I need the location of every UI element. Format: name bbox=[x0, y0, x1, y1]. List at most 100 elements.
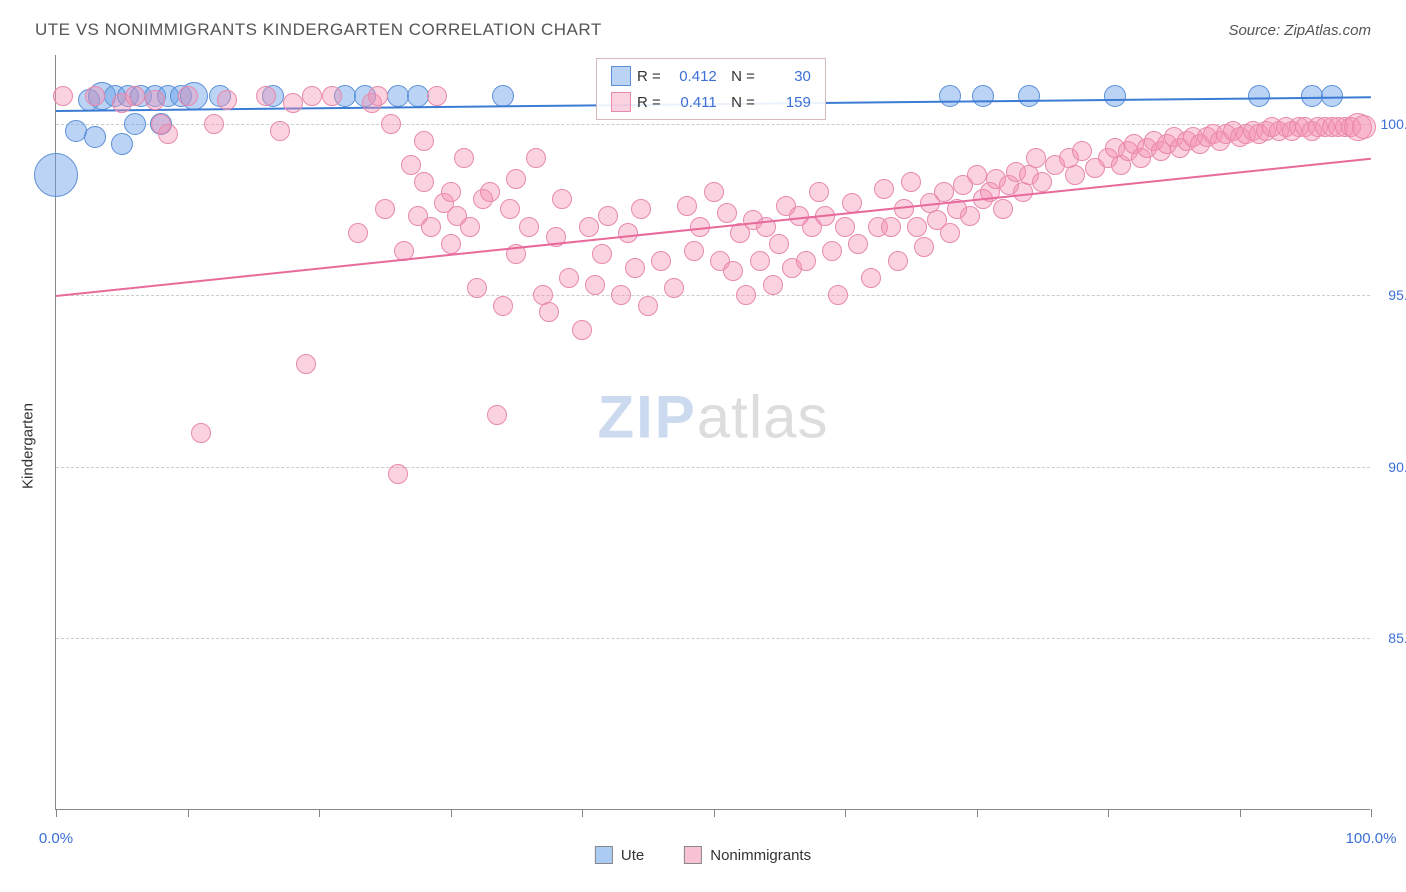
x-tick bbox=[714, 809, 715, 817]
legend-n-label: N = bbox=[723, 94, 755, 111]
scatter-point bbox=[763, 275, 783, 295]
x-tick bbox=[1371, 809, 1372, 817]
scatter-point bbox=[414, 172, 434, 192]
scatter-point bbox=[217, 90, 237, 110]
legend-label: Nonimmigrants bbox=[710, 847, 811, 864]
bottom-legend-item: Nonimmigrants bbox=[684, 846, 811, 864]
scatter-point bbox=[585, 275, 605, 295]
y-axis-title: Kindergarten bbox=[20, 403, 37, 489]
gridline bbox=[56, 638, 1370, 639]
y-tick-label: 95.0% bbox=[1388, 287, 1406, 303]
scatter-point bbox=[441, 182, 461, 202]
scatter-point bbox=[270, 121, 290, 141]
scatter-point bbox=[388, 464, 408, 484]
scatter-point bbox=[796, 251, 816, 271]
scatter-point bbox=[421, 217, 441, 237]
legend-swatch bbox=[684, 846, 702, 864]
scatter-point bbox=[414, 131, 434, 151]
scatter-point bbox=[375, 199, 395, 219]
scatter-point bbox=[572, 320, 592, 340]
scatter-point bbox=[348, 223, 368, 243]
scatter-point bbox=[480, 182, 500, 202]
scatter-point bbox=[939, 85, 961, 107]
stats-legend: R =0.412 N =30R =0.411 N =159 bbox=[596, 58, 826, 120]
scatter-point bbox=[579, 217, 599, 237]
scatter-point bbox=[559, 268, 579, 288]
scatter-point bbox=[302, 86, 322, 106]
scatter-point bbox=[427, 86, 447, 106]
trend-line bbox=[56, 158, 1371, 297]
stats-legend-row: R =0.411 N =159 bbox=[611, 89, 811, 115]
scatter-point bbox=[283, 93, 303, 113]
scatter-point bbox=[401, 155, 421, 175]
scatter-point bbox=[506, 169, 526, 189]
scatter-point bbox=[407, 85, 429, 107]
scatter-point bbox=[125, 86, 145, 106]
scatter-point bbox=[835, 217, 855, 237]
scatter-point bbox=[1018, 85, 1040, 107]
bottom-legend-item: Ute bbox=[595, 846, 644, 864]
scatter-point bbox=[809, 182, 829, 202]
scatter-point bbox=[638, 296, 658, 316]
scatter-point bbox=[158, 124, 178, 144]
legend-r-value: 0.412 bbox=[667, 68, 717, 85]
gridline bbox=[56, 124, 1370, 125]
scatter-point bbox=[848, 234, 868, 254]
scatter-point bbox=[717, 203, 737, 223]
scatter-point bbox=[677, 196, 697, 216]
scatter-point bbox=[651, 251, 671, 271]
scatter-point bbox=[861, 268, 881, 288]
scatter-point bbox=[467, 278, 487, 298]
scatter-point bbox=[828, 285, 848, 305]
y-tick-label: 90.0% bbox=[1388, 459, 1406, 475]
scatter-point bbox=[381, 114, 401, 134]
gridline bbox=[56, 467, 1370, 468]
scatter-point bbox=[493, 296, 513, 316]
x-tick bbox=[582, 809, 583, 817]
scatter-point bbox=[34, 153, 78, 197]
scatter-point bbox=[1065, 165, 1085, 185]
scatter-point bbox=[769, 234, 789, 254]
scatter-point bbox=[1032, 172, 1052, 192]
watermark-zip: ZIP bbox=[597, 383, 696, 450]
chart-header: UTE VS NONIMMIGRANTS KINDERGARTEN CORREL… bbox=[35, 20, 1371, 40]
legend-r-value: 0.411 bbox=[667, 94, 717, 111]
y-tick-label: 100.0% bbox=[1381, 116, 1406, 132]
scatter-point bbox=[822, 241, 842, 261]
chart-title: UTE VS NONIMMIGRANTS KINDERGARTEN CORREL… bbox=[35, 20, 602, 40]
scatter-point bbox=[256, 86, 276, 106]
scatter-point bbox=[934, 182, 954, 202]
scatter-point bbox=[631, 199, 651, 219]
scatter-point bbox=[592, 244, 612, 264]
scatter-point bbox=[967, 165, 987, 185]
scatter-point bbox=[204, 114, 224, 134]
legend-n-value: 159 bbox=[761, 94, 811, 111]
scatter-point bbox=[322, 86, 342, 106]
scatter-point bbox=[914, 237, 934, 257]
x-axis-label: 100.0% bbox=[1346, 830, 1397, 847]
scatter-point bbox=[907, 217, 927, 237]
scatter-point bbox=[972, 85, 994, 107]
x-axis-label: 0.0% bbox=[39, 830, 73, 847]
scatter-point bbox=[460, 217, 480, 237]
scatter-point bbox=[842, 193, 862, 213]
scatter-point bbox=[124, 113, 146, 135]
scatter-point bbox=[993, 199, 1013, 219]
scatter-point bbox=[454, 148, 474, 168]
scatter-point bbox=[625, 258, 645, 278]
x-tick bbox=[56, 809, 57, 817]
stats-legend-row: R =0.412 N =30 bbox=[611, 63, 811, 89]
scatter-point bbox=[111, 133, 133, 155]
scatter-point bbox=[387, 85, 409, 107]
scatter-point bbox=[611, 285, 631, 305]
scatter-point bbox=[519, 217, 539, 237]
x-tick bbox=[319, 809, 320, 817]
x-tick bbox=[1108, 809, 1109, 817]
scatter-point bbox=[723, 261, 743, 281]
legend-swatch bbox=[611, 92, 631, 112]
x-tick bbox=[1240, 809, 1241, 817]
scatter-point bbox=[874, 179, 894, 199]
legend-n-value: 30 bbox=[761, 68, 811, 85]
watermark-atlas: atlas bbox=[697, 383, 829, 450]
scatter-point bbox=[894, 199, 914, 219]
